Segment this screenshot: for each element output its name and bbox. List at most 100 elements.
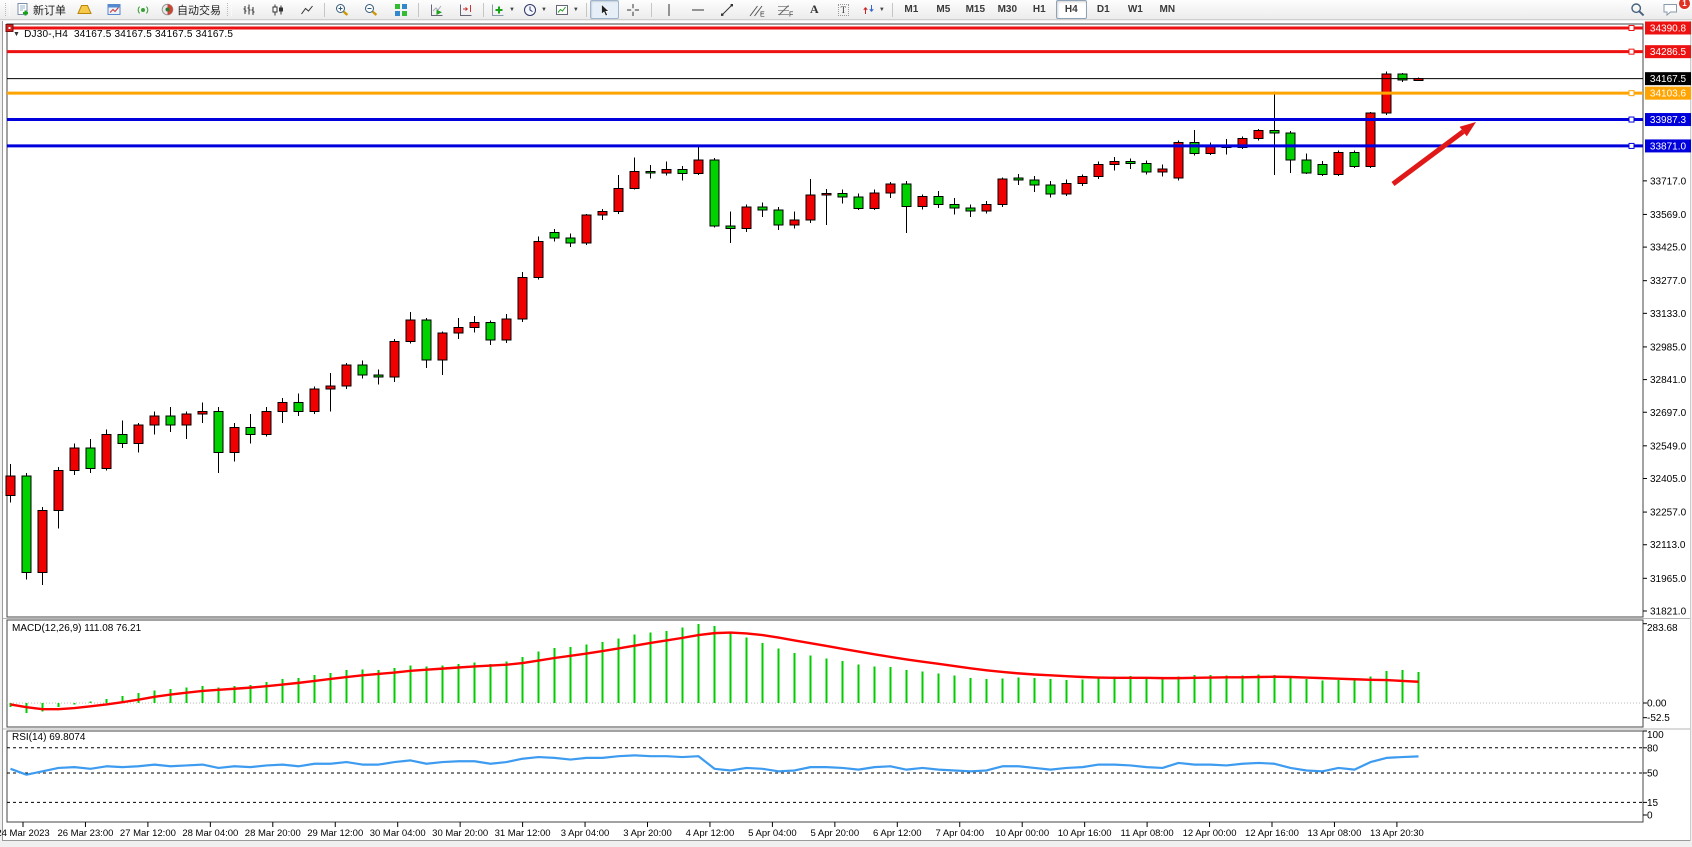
timeframe-h1[interactable]: H1 [1032, 4, 1046, 15]
autotrading-button[interactable]: 自动交易 [157, 0, 225, 19]
macd-histogram [9, 623, 1420, 713]
symbol-dropdown-icon[interactable]: ▼ [13, 31, 21, 38]
fibonacci-icon: F [777, 4, 793, 17]
auto-scroll-button[interactable] [422, 0, 451, 19]
price-tick-label: 32549.0 [1650, 441, 1687, 452]
gold-ingot-button[interactable] [70, 0, 99, 19]
zoom-in-button[interactable] [328, 0, 357, 19]
vertical-line-button[interactable] [655, 0, 684, 19]
bar-chart-mode-button[interactable] [234, 0, 263, 19]
time-axis-label: 31 Mar 12:00 [495, 828, 551, 839]
macd-name: MACD(12,26,9) [12, 623, 82, 634]
fibonacci-button[interactable]: F [771, 0, 800, 19]
new-order-button[interactable]: 新订单 [12, 0, 70, 19]
price-line-label: 34390.8 [1650, 24, 1687, 35]
main-chart-panel[interactable] [6, 23, 1644, 618]
time-axis-label: 12 Apr 16:00 [1245, 828, 1299, 839]
ohlc-open: 34167.5 [73, 29, 112, 40]
ohlc-low: 34167.5 [155, 29, 193, 40]
hline-handle[interactable] [1628, 48, 1635, 55]
search-button[interactable] [1623, 0, 1652, 19]
time-axis-label: 5 Apr 04:00 [748, 828, 797, 839]
hline-handle[interactable] [1628, 25, 1635, 31]
notification-badge: 1 [1678, 0, 1691, 10]
signals-icon [137, 5, 148, 14]
timeframe-d1[interactable]: D1 [1096, 4, 1110, 15]
cursor-icon [601, 2, 611, 16]
horizontal-line-button[interactable] [684, 0, 713, 19]
rsi-scale-label: 0 [1647, 811, 1653, 822]
price-tick-label: 32257.0 [1650, 508, 1687, 519]
hline-handle[interactable] [1628, 90, 1635, 97]
channel-icon: E [749, 5, 765, 17]
line-chart-mode-button[interactable] [292, 0, 321, 19]
arrows-button[interactable]: ▼ [858, 0, 889, 19]
price-tick-label: 32697.0 [1650, 408, 1687, 419]
tile-windows-button[interactable] [386, 0, 415, 19]
tile-windows-icon [394, 3, 407, 16]
search-icon [1630, 2, 1644, 16]
timeframe-m5[interactable]: M5 [936, 4, 951, 15]
templates-button[interactable]: ▼ [551, 0, 583, 19]
time-axis-label: 30 Mar 04:00 [370, 828, 426, 839]
horizontal-lines[interactable] [5, 24, 1643, 149]
trend-arrow-annotation[interactable] [1391, 122, 1476, 187]
macd-panel[interactable] [6, 619, 1644, 728]
signals-button[interactable] [128, 0, 157, 19]
time-axis-label: 28 Mar 20:00 [245, 828, 301, 839]
indicators-button[interactable]: ▼ [487, 0, 519, 19]
price-tick-label: 32113.0 [1650, 540, 1686, 551]
time-axis-label: 4 Apr 12:00 [686, 828, 735, 839]
timeframe-m15[interactable]: M15 [965, 4, 986, 15]
text-button[interactable]: A [800, 0, 829, 19]
candles [5, 71, 1424, 586]
symbol-period: DJ30-,H4 [24, 29, 68, 40]
chart-shift-icon [459, 4, 471, 16]
timeframe-h4[interactable]: H4 [1055, 0, 1087, 19]
text-label-button[interactable]: T [829, 0, 858, 19]
timeframe-m30[interactable]: M30 [997, 4, 1018, 15]
macd-signal-line [10, 631, 1419, 711]
timeframe-w1[interactable]: W1 [1127, 4, 1143, 15]
toolbar-grip[interactable] [5, 3, 10, 16]
cursor-button[interactable] [589, 0, 619, 19]
timeframe-mn[interactable]: MN [1159, 4, 1176, 15]
price-line-label-box [1645, 139, 1691, 153]
autotrading-icon [161, 3, 174, 16]
time-axis-label: 11 Apr 08:00 [1121, 828, 1174, 839]
clock-icon [523, 3, 536, 16]
notifications-button[interactable]: 1 [1656, 0, 1691, 19]
trendline-button[interactable] [713, 0, 742, 19]
macd-scale-label: 283.68 [1647, 623, 1678, 634]
toolbar-separator [483, 2, 484, 17]
toolbar-separator [585, 2, 587, 17]
dropdown-caret-icon: ▼ [509, 6, 515, 13]
chart-shift-button[interactable] [451, 0, 480, 19]
toolbar-grip[interactable] [227, 3, 232, 16]
macd-values: 111.08 76.21 [84, 623, 142, 634]
toolbar: 新订单 自动交易 [0, 0, 1692, 20]
rsi-scale-label: 80 [1647, 743, 1659, 754]
equidistant-channel-button[interactable]: E [742, 0, 771, 19]
chart-title: ▼ DJ30-,H4 34167.5 34167.5 34167.5 34167.… [13, 29, 233, 40]
hline-handle[interactable] [1628, 142, 1635, 149]
rsi-line [10, 754, 1419, 776]
arrows-icon [863, 5, 874, 14]
chart-window-button[interactable] [99, 0, 128, 19]
zoom-out-button[interactable] [357, 0, 386, 19]
gold-ingot-icon [77, 5, 92, 14]
timeframe-m1[interactable]: M1 [904, 4, 919, 15]
time-axis-label: 26 Mar 23:00 [57, 828, 113, 839]
periods-button[interactable]: ▼ [519, 0, 551, 19]
rsi-panel[interactable] [6, 730, 1644, 823]
price-tick-label: 31965.0 [1650, 574, 1687, 585]
candlestick-mode-button[interactable] [263, 0, 292, 19]
hline-handle[interactable] [1628, 116, 1635, 123]
horizontal-line-icon [692, 9, 705, 10]
svg-text:F: F [789, 11, 793, 17]
crosshair-button[interactable] [619, 0, 648, 19]
time-axis-label: 12 Apr 00:00 [1183, 828, 1237, 839]
price-line-label: 34286.5 [1650, 47, 1687, 58]
